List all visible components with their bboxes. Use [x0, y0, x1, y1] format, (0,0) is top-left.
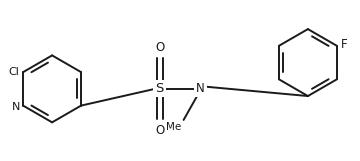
Text: F: F — [341, 38, 347, 51]
Text: Me: Me — [166, 122, 181, 132]
Text: N: N — [196, 82, 205, 95]
Text: O: O — [155, 41, 164, 54]
Text: O: O — [155, 123, 164, 137]
Text: Cl: Cl — [9, 67, 19, 77]
Text: N: N — [12, 102, 20, 112]
Text: S: S — [156, 82, 164, 95]
